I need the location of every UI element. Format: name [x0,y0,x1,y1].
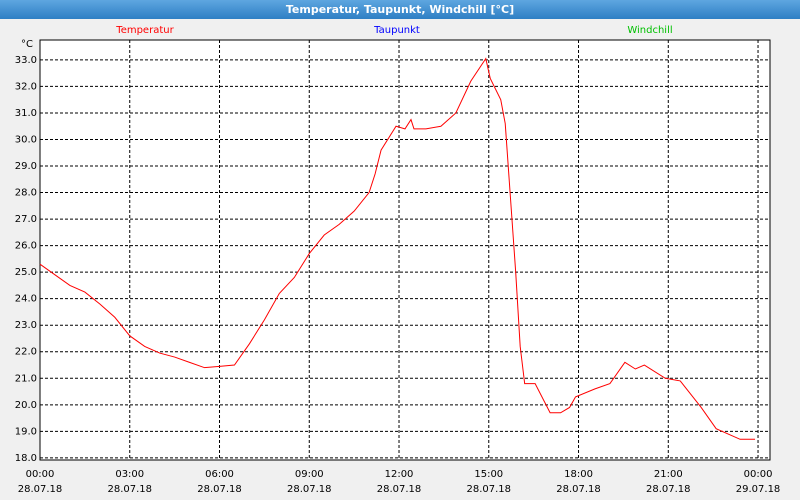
x-tick-label: 09:00 [295,469,324,480]
x-tick-date: 28.07.18 [556,484,601,495]
y-axis-label: °C [21,39,33,50]
y-tick-label: 19.0 [15,426,37,437]
y-tick-label: 21.0 [15,373,37,384]
legend-label: Taupunkt [373,25,420,36]
x-tick-date: 28.07.18 [377,484,422,495]
x-tick-date: 28.07.18 [197,484,242,495]
y-tick-label: 26.0 [15,241,37,252]
x-tick-date: 29.07.18 [736,484,781,495]
x-tick-label: 21:00 [654,469,683,480]
plot-area [39,39,771,461]
x-tick-label: 12:00 [385,469,414,480]
y-tick-label: 30.0 [15,134,37,145]
chart-title: Temperatur, Taupunkt, Windchill [°C] [286,3,514,16]
x-tick-date: 28.07.18 [107,484,152,495]
x-tick-date: 28.07.18 [287,484,332,495]
y-tick-label: 27.0 [15,214,37,225]
x-tick-label: 00:00 [26,469,55,480]
data-line [39,57,756,440]
y-tick-label: 25.0 [15,267,37,278]
x-tick-label: 18:00 [564,469,593,480]
y-tick-label: 33.0 [15,55,37,66]
title-bar [0,0,800,19]
x-tick-date: 28.07.18 [467,484,512,495]
y-tick-label: 32.0 [15,81,37,92]
y-tick-label: 23.0 [15,320,37,331]
legend-label: Windchill [627,25,672,36]
x-tick-date: 28.07.18 [18,484,63,495]
x-tick-label: 15:00 [474,469,503,480]
x-tick-label: 06:00 [205,469,234,480]
x-tick-label: 00:00 [744,469,773,480]
y-tick-label: 31.0 [15,108,37,119]
y-tick-label: 24.0 [15,294,37,305]
x-tick-label: 03:00 [115,469,144,480]
y-tick-label: 20.0 [15,400,37,411]
legend-label: Temperatur [115,25,174,36]
x-tick-date: 28.07.18 [646,484,691,495]
y-tick-label: 29.0 [15,161,37,172]
y-tick-label: 22.0 [15,347,37,358]
y-tick-label: 28.0 [15,188,37,199]
y-tick-label: 18.0 [15,453,37,464]
